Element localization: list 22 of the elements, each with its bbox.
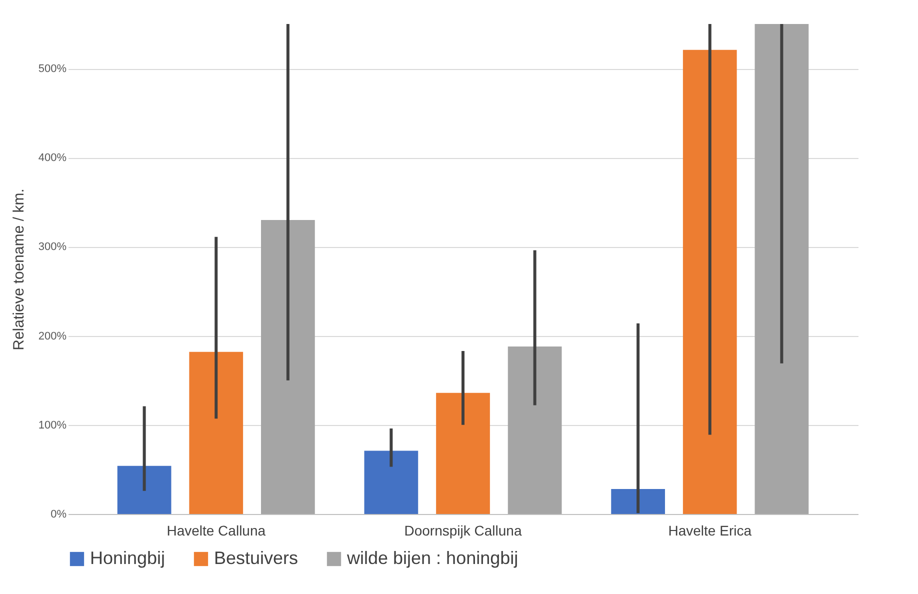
bar <box>117 466 172 514</box>
y-tick-label: 400% <box>38 152 67 164</box>
y-axis-title: Relatieve toename / km. <box>10 188 28 350</box>
y-tick-label: 200% <box>38 330 67 342</box>
bar <box>611 489 665 514</box>
bar <box>754 24 809 514</box>
legend-label: Honingbij <box>90 548 166 568</box>
bar <box>508 346 562 514</box>
bar <box>261 220 315 514</box>
x-tick-label: Havelte Erica <box>668 522 752 538</box>
bar <box>364 450 418 514</box>
y-tick-label: 100% <box>38 419 67 432</box>
legend-label: Bestuivers <box>214 548 298 568</box>
y-tick-label: 300% <box>38 241 67 254</box>
x-tick-label: Havelte Calluna <box>166 522 266 538</box>
x-tick-label: Doornspijk Calluna <box>404 522 522 538</box>
bar <box>436 392 490 514</box>
legend-label: wilde bijen : honingbij <box>346 548 518 568</box>
bar <box>682 50 737 514</box>
bar <box>189 352 244 514</box>
y-tick-label: 500% <box>38 63 67 76</box>
y-tick-label: 0% <box>50 508 67 520</box>
